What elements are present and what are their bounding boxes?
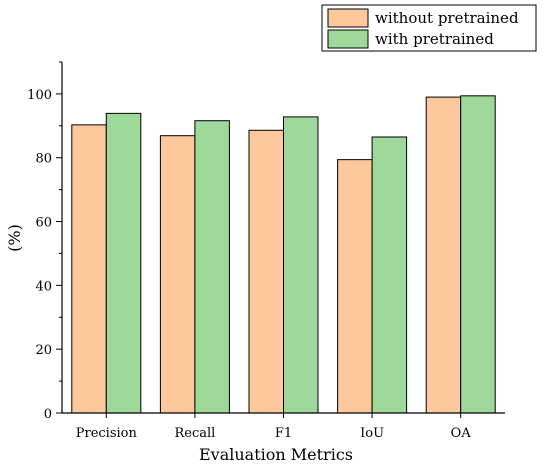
legend-swatch-with-pretrained	[327, 29, 369, 49]
y-tick-label: 40	[35, 279, 52, 294]
x-tick-label: Recall	[174, 426, 215, 441]
y-tick-label: 60	[35, 216, 52, 231]
bar-iou-without-pretrained	[337, 159, 373, 414]
x-tick-label: OA	[451, 426, 472, 441]
y-ticks: 0 20 40 60 80 100	[27, 61, 62, 422]
bar-oa-without-pretrained	[425, 96, 462, 414]
y-tick-label: 20	[35, 343, 52, 358]
bar-recall-with-pretrained	[194, 120, 230, 414]
y-tick-label: 0	[44, 407, 52, 422]
legend: without pretrained with pretrained	[321, 4, 537, 52]
y-tick-label: 80	[35, 152, 52, 167]
bar-iou-with-pretrained	[371, 136, 408, 414]
legend-label-without-pretrained: without pretrained	[375, 9, 519, 27]
x-tick-label: IoU	[360, 426, 384, 441]
x-axis-title: Evaluation Metrics	[199, 445, 353, 464]
bar-precision-with-pretrained	[105, 112, 142, 414]
legend-label-with-pretrained: with pretrained	[375, 30, 494, 48]
y-tick-label: 100	[27, 88, 52, 103]
x-tick-label: F1	[275, 426, 292, 441]
legend-swatch-without-pretrained	[327, 8, 369, 28]
bar-f1-with-pretrained	[283, 116, 319, 414]
bar-recall-without-pretrained	[159, 135, 196, 414]
bar-precision-without-pretrained	[71, 124, 107, 414]
x-tick-label: Precision	[76, 426, 138, 441]
bar-oa-with-pretrained	[460, 95, 496, 414]
bars-layer	[71, 95, 496, 414]
bar-f1-without-pretrained	[248, 129, 284, 414]
x-ticks: Precision Recall F1 IoU OA	[76, 413, 472, 441]
y-axis-title: (%)	[5, 224, 24, 252]
